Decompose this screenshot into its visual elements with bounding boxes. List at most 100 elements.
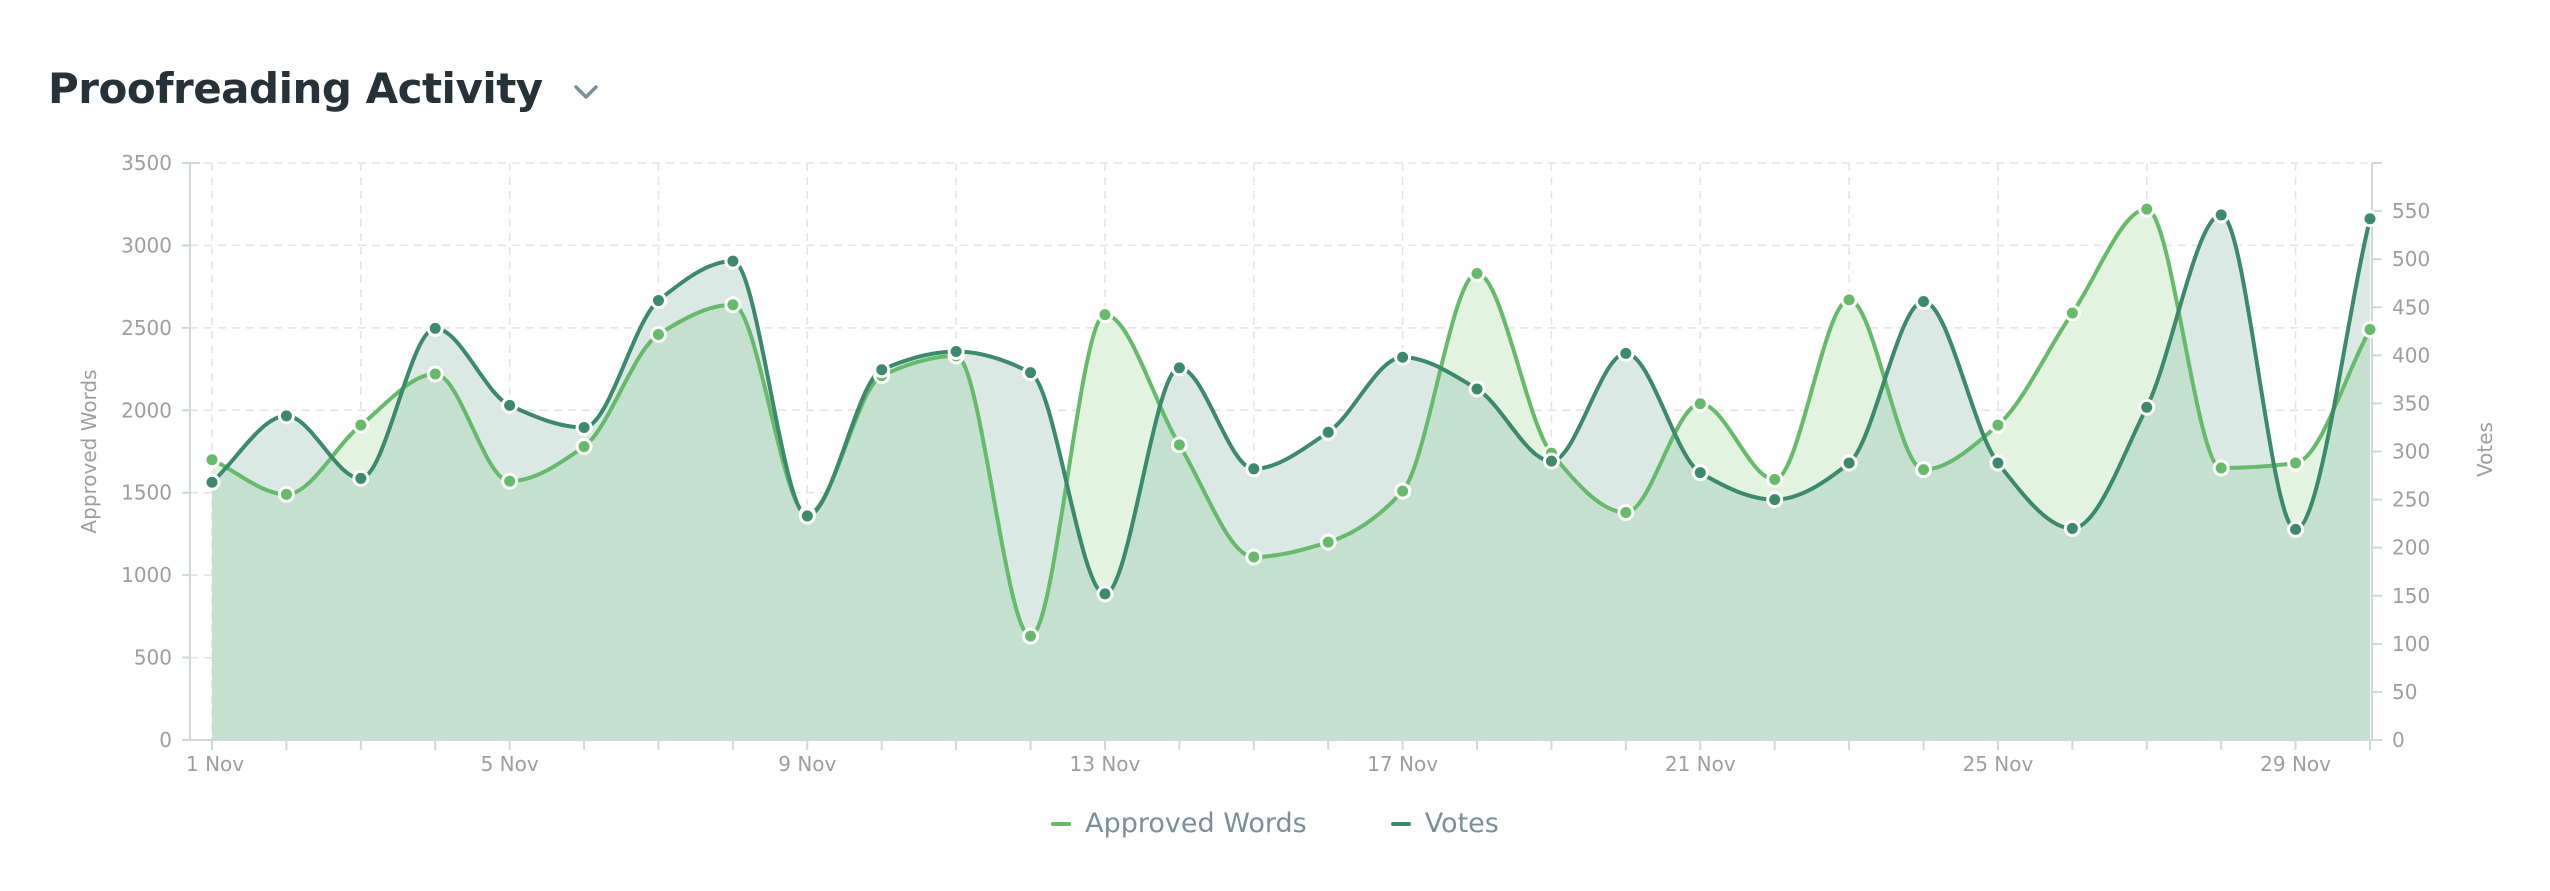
point-approved-words xyxy=(277,485,295,503)
y-tick-label-right: 450 xyxy=(2392,295,2430,319)
point-votes xyxy=(1170,359,1188,377)
points-votes xyxy=(203,206,2379,603)
point-votes xyxy=(426,319,444,337)
point-votes xyxy=(724,252,742,270)
point-approved-words xyxy=(2361,321,2379,339)
point-approved-words xyxy=(426,365,444,383)
point-approved-words xyxy=(1319,533,1337,551)
point-approved-words xyxy=(2212,459,2230,477)
point-votes xyxy=(873,361,891,379)
x-tick-label: 1 Nov xyxy=(186,752,244,776)
point-votes xyxy=(352,469,370,487)
x-tick-label: 17 Nov xyxy=(1367,752,1438,776)
point-votes xyxy=(649,292,667,310)
tick-labels: 0 500 1000 1500 2000 2500 3000 3500 0 50 100 150 200… xyxy=(121,151,2430,776)
point-votes xyxy=(2063,519,2081,537)
y-tick-label-right: 50 xyxy=(2392,680,2417,704)
point-votes xyxy=(1022,364,1040,382)
x-tick-label: 13 Nov xyxy=(1070,752,1141,776)
line-approved-words xyxy=(211,207,2372,639)
legend-swatch-approved-words xyxy=(1051,821,1072,826)
y-tick-label-right: 400 xyxy=(2392,343,2430,367)
point-approved-words xyxy=(1394,482,1412,500)
point-approved-words xyxy=(203,451,221,469)
point-votes xyxy=(501,396,519,414)
point-votes xyxy=(1766,491,1784,509)
y-tick-label-left: 1500 xyxy=(121,481,172,505)
point-votes xyxy=(277,407,295,425)
point-approved-words xyxy=(1840,291,1858,309)
proofreading-chart: 0 500 1000 1500 2000 2500 3000 3500 0 50 100 150 200… xyxy=(77,151,2497,776)
point-approved-words xyxy=(2287,454,2305,472)
y-tick-label-left: 0 xyxy=(159,728,172,752)
point-votes xyxy=(575,418,593,436)
point-votes xyxy=(1691,464,1709,482)
point-approved-words xyxy=(649,325,667,343)
y-tick-label-left: 1000 xyxy=(121,563,172,587)
y-tick-label-right: 150 xyxy=(2392,584,2430,608)
point-approved-words xyxy=(2138,200,2156,218)
y-tick-label-right: 550 xyxy=(2392,199,2430,223)
point-approved-words xyxy=(1468,264,1486,282)
point-votes xyxy=(1245,460,1263,478)
chart-header: Proofreading Activity xyxy=(48,64,603,113)
chart-legend: Approved Words Votes xyxy=(0,808,2550,839)
point-votes xyxy=(1394,348,1412,366)
y-tick-label-left: 2000 xyxy=(121,398,172,422)
point-votes xyxy=(798,507,816,525)
point-votes xyxy=(2361,210,2379,228)
point-approved-words xyxy=(1989,416,2007,434)
point-votes xyxy=(203,473,221,491)
y-tick-label-right: 350 xyxy=(2392,391,2430,415)
y-tick-label-right: 250 xyxy=(2392,488,2430,512)
point-approved-words xyxy=(1617,503,1635,521)
point-votes xyxy=(2138,398,2156,416)
y-tick-label-left: 3500 xyxy=(121,151,172,175)
point-votes xyxy=(2212,206,2230,224)
y-tick-label-left: 500 xyxy=(134,646,172,670)
point-approved-words xyxy=(1766,471,1784,489)
x-tick-label: 29 Nov xyxy=(2260,752,2331,776)
point-approved-words xyxy=(1022,627,1040,645)
x-tick-label: 25 Nov xyxy=(1963,752,2034,776)
legend-item-approved-words[interactable]: Approved Words xyxy=(1051,808,1307,839)
point-votes xyxy=(2287,520,2305,538)
point-votes xyxy=(1468,380,1486,398)
y-tick-label-left: 2500 xyxy=(121,316,172,340)
axes xyxy=(182,162,2382,750)
point-votes xyxy=(1319,423,1337,441)
legend-swatch-votes xyxy=(1390,821,1411,826)
chart-title: Proofreading Activity xyxy=(48,64,543,113)
legend-item-votes[interactable]: Votes xyxy=(1390,808,1499,839)
y-tick-label-right: 0 xyxy=(2392,728,2405,752)
y-axis-title-left: Approved Words xyxy=(77,369,101,533)
point-approved-words xyxy=(575,438,593,456)
y-axis-title-right: Votes xyxy=(2473,422,2497,477)
point-approved-words xyxy=(501,472,519,490)
point-votes xyxy=(1840,454,1858,472)
point-approved-words xyxy=(352,416,370,434)
x-tick-label: 9 Nov xyxy=(778,752,836,776)
points-approved-words xyxy=(203,200,2379,645)
point-approved-words xyxy=(1691,395,1709,413)
point-approved-words xyxy=(1096,306,1114,324)
point-votes xyxy=(1617,344,1635,362)
y-tick-label-right: 100 xyxy=(2392,632,2430,656)
y-tick-label-right: 500 xyxy=(2392,247,2430,271)
legend-label-approved-words: Approved Words xyxy=(1085,808,1307,839)
point-approved-words xyxy=(1915,461,1933,479)
point-approved-words xyxy=(2063,304,2081,322)
point-votes xyxy=(1096,585,1114,603)
chevron-down-icon[interactable] xyxy=(569,75,603,109)
point-votes xyxy=(1989,454,2007,472)
point-approved-words xyxy=(724,296,742,314)
y-tick-label-right: 200 xyxy=(2392,536,2430,560)
y-tick-label-left: 3000 xyxy=(121,233,172,257)
x-tick-label: 21 Nov xyxy=(1665,752,1736,776)
legend-label-votes: Votes xyxy=(1424,808,1499,839)
point-approved-words xyxy=(1245,548,1263,566)
point-votes xyxy=(1915,292,1933,310)
x-tick-label: 5 Nov xyxy=(481,752,539,776)
point-approved-words xyxy=(1170,436,1188,454)
point-votes xyxy=(1542,452,1560,470)
